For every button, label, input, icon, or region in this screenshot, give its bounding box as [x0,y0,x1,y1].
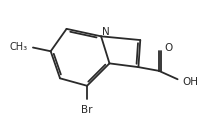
Text: N: N [101,26,109,36]
Text: CH₃: CH₃ [9,41,27,51]
Text: Br: Br [81,104,92,114]
Text: OH: OH [181,76,197,86]
Text: O: O [164,42,172,52]
